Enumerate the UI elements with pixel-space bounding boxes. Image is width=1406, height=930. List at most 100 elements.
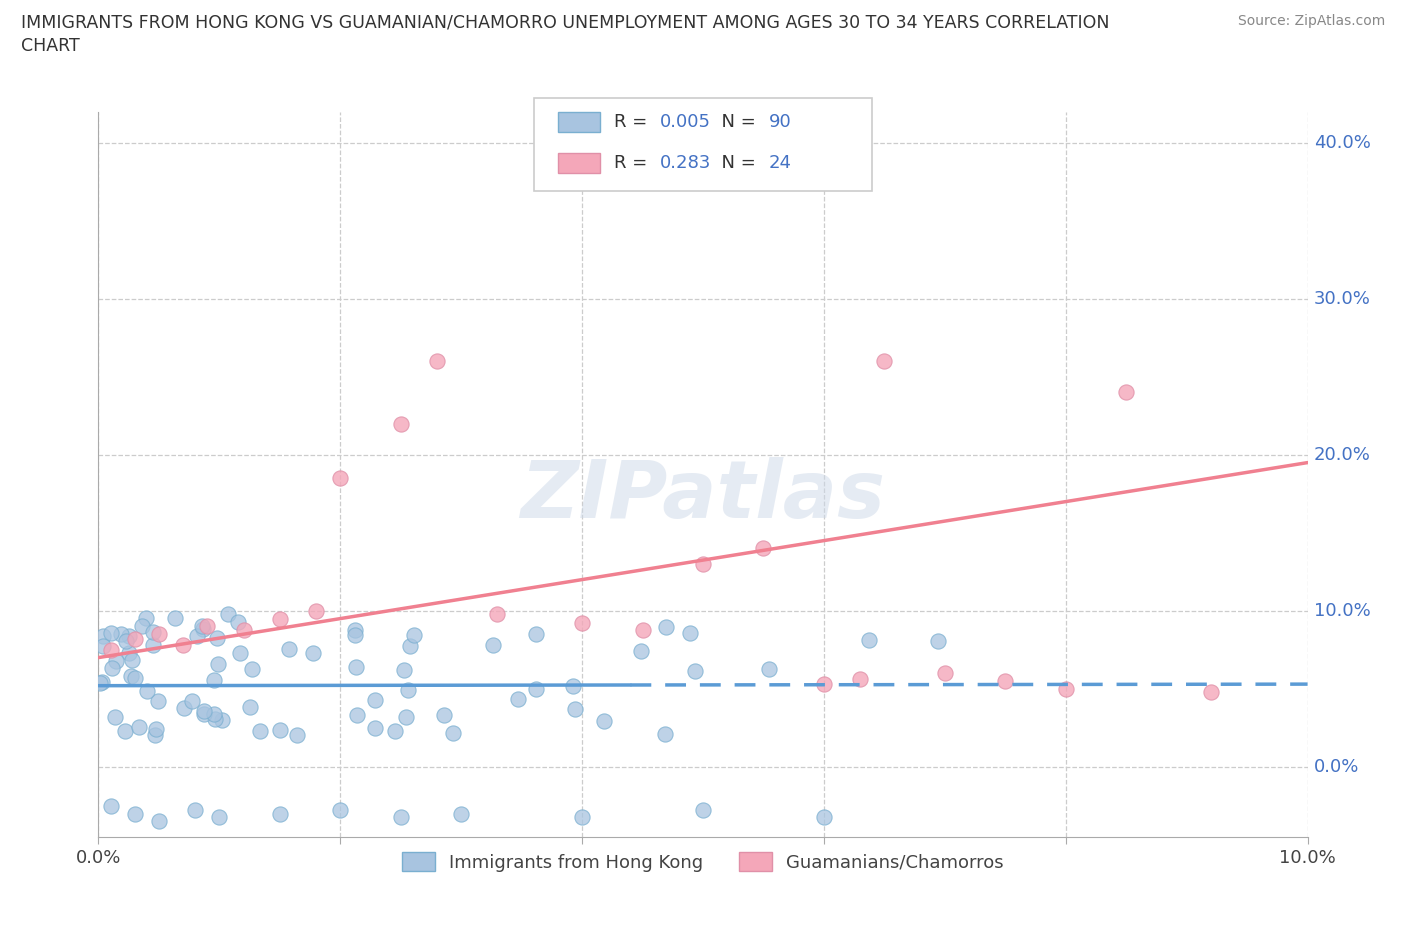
Text: 40.0%: 40.0%	[1313, 134, 1371, 152]
Point	[631, 622, 654, 637]
Point	[232, 622, 254, 637]
Point	[344, 659, 367, 674]
Point	[114, 633, 136, 648]
Point	[148, 814, 170, 829]
Text: Source: ZipAtlas.com: Source: ZipAtlas.com	[1237, 14, 1385, 28]
Point	[229, 646, 252, 661]
Text: ZIPatlas: ZIPatlas	[520, 457, 886, 535]
Point	[143, 727, 166, 742]
Point	[630, 644, 652, 658]
Point	[104, 710, 127, 724]
Point	[426, 353, 449, 368]
Point	[195, 619, 218, 634]
Point	[114, 724, 136, 738]
Point	[398, 683, 420, 698]
Point	[364, 720, 387, 735]
Point	[813, 809, 835, 824]
Point	[395, 710, 418, 724]
Point	[329, 471, 352, 485]
Point	[269, 611, 291, 626]
Point	[186, 629, 208, 644]
Text: 10.0%: 10.0%	[1313, 602, 1371, 619]
Point	[240, 661, 263, 676]
Point	[190, 618, 212, 633]
Point	[249, 724, 271, 738]
Point	[202, 707, 225, 722]
Point	[91, 675, 114, 690]
Point	[506, 692, 529, 707]
Text: R =: R =	[614, 153, 654, 172]
Point	[104, 653, 127, 668]
Point	[524, 627, 547, 642]
Point	[593, 713, 616, 728]
Point	[228, 615, 250, 630]
Point	[124, 631, 146, 646]
Point	[404, 628, 426, 643]
Point	[655, 619, 678, 634]
Point	[758, 661, 780, 676]
Text: 20.0%: 20.0%	[1313, 445, 1371, 464]
Point	[384, 724, 406, 738]
Point	[346, 708, 368, 723]
Point	[193, 703, 215, 718]
Point	[278, 641, 301, 656]
Point	[101, 660, 124, 675]
Text: IMMIGRANTS FROM HONG KONG VS GUAMANIAN/CHAMORRO UNEMPLOYMENT AMONG AGES 30 TO 34: IMMIGRANTS FROM HONG KONG VS GUAMANIAN/C…	[21, 14, 1109, 32]
Point	[193, 707, 215, 722]
Point	[91, 639, 114, 654]
Point	[207, 657, 229, 671]
Point	[692, 556, 714, 571]
Text: 0.005: 0.005	[659, 113, 710, 131]
Point	[1199, 684, 1222, 699]
Point	[305, 604, 328, 618]
Point	[813, 677, 835, 692]
Point	[163, 611, 186, 626]
Point	[148, 627, 170, 642]
Text: N =: N =	[710, 153, 762, 172]
Point	[450, 806, 472, 821]
Point	[131, 618, 153, 633]
Point	[269, 806, 291, 821]
Point	[927, 633, 949, 648]
Point	[482, 637, 505, 652]
Point	[389, 809, 412, 824]
Point	[205, 631, 228, 645]
Point	[146, 694, 169, 709]
Point	[692, 803, 714, 817]
Point	[389, 416, 412, 431]
Point	[145, 722, 167, 737]
Point	[120, 669, 142, 684]
Point	[184, 803, 207, 817]
Point	[873, 353, 896, 368]
Point	[239, 699, 262, 714]
Point	[441, 725, 464, 740]
Point	[135, 611, 157, 626]
Point	[285, 727, 308, 742]
Point	[1054, 682, 1077, 697]
Point	[110, 627, 132, 642]
Point	[994, 673, 1017, 688]
Point	[392, 663, 415, 678]
Text: 24: 24	[769, 153, 792, 172]
Point	[217, 606, 239, 621]
Text: 90: 90	[769, 113, 792, 131]
Point	[100, 643, 122, 658]
Point	[343, 623, 366, 638]
Point	[100, 798, 122, 813]
Point	[486, 606, 509, 621]
Point	[204, 711, 226, 726]
Point	[208, 809, 231, 824]
Point	[124, 806, 146, 821]
Point	[399, 638, 422, 653]
Point	[571, 616, 593, 631]
Point	[654, 727, 676, 742]
Point	[433, 707, 456, 722]
Point	[269, 723, 291, 737]
Text: R =: R =	[614, 113, 654, 131]
Point	[524, 682, 547, 697]
Point	[117, 646, 139, 661]
Point	[849, 672, 872, 687]
Point	[181, 694, 204, 709]
Point	[301, 645, 323, 660]
Point	[562, 678, 585, 693]
